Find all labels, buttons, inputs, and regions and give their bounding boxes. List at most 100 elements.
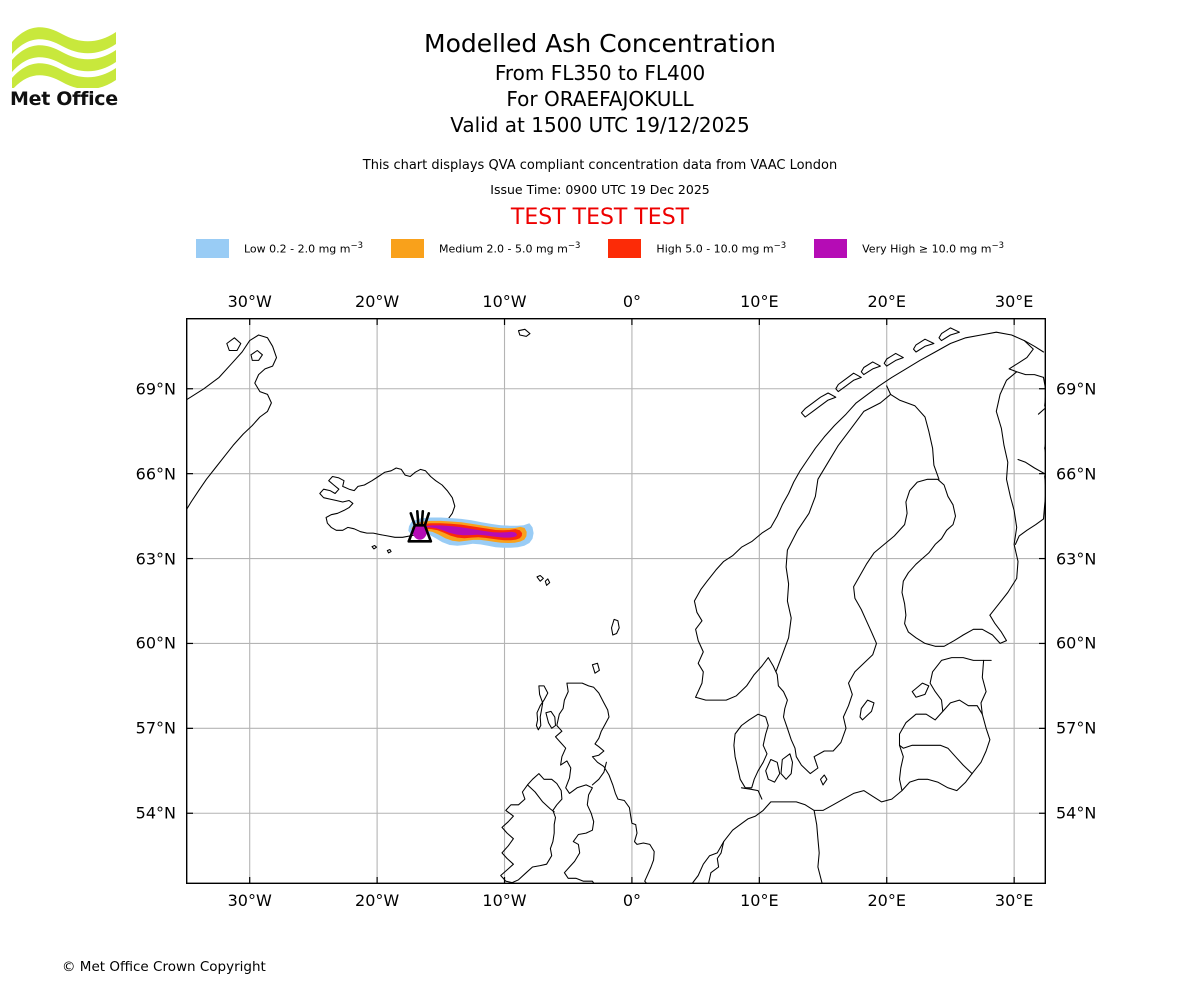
coastline-path <box>319 467 456 538</box>
coastline-path <box>1023 340 1045 353</box>
lon-tick-label-bottom: 20°E <box>867 891 906 910</box>
legend-high-unit-sup: −3 <box>773 241 787 252</box>
coastline-path <box>765 758 781 783</box>
lat-tick-label-left: 66°N <box>135 464 176 484</box>
coastline-path <box>226 337 242 352</box>
title-volcano-name: For ORAEFAJOKULL <box>506 87 694 111</box>
plume-band-very-high <box>417 525 517 538</box>
coastline-path <box>536 574 544 582</box>
coastline-path <box>898 744 973 775</box>
lon-tick-label-bottom: 30°W <box>227 891 272 910</box>
met-office-waves-icon <box>12 27 116 90</box>
title-valid-time: Valid at 1500 UTC 19/12/2025 <box>450 113 750 137</box>
map-frame-border <box>186 318 1046 884</box>
legend-swatch-low <box>195 239 229 258</box>
lat-tick-label-right: 66°N <box>1056 464 1097 484</box>
legend-label-high: High 5.0 - 10.0 mg m−3 <box>656 241 786 256</box>
coastline-path <box>740 787 763 800</box>
lon-tick-label-bottom: 20°W <box>355 891 400 910</box>
coastlines <box>186 327 1046 884</box>
coastline-path <box>989 371 1019 616</box>
legend-item-very-high: Very High ≥ 10.0 mg m−3 <box>814 239 1004 258</box>
coastline-path <box>517 328 531 337</box>
legend-swatch-high <box>608 239 642 258</box>
met-office-wordmark: Met Office <box>10 88 118 110</box>
coastline-path <box>912 338 935 353</box>
legend-item-medium: Medium 2.0 - 5.0 mg m−3 <box>391 239 580 258</box>
lon-tick-label-top: 10°E <box>740 292 779 311</box>
legend-medium-range: 2.0 - 5.0 <box>486 242 533 256</box>
coastline-path <box>610 618 620 636</box>
legend-medium-prefix: Medium <box>439 242 484 256</box>
legend-medium-unit-sup: −3 <box>567 241 581 252</box>
plume-source-blob <box>412 523 427 540</box>
coastline-path <box>860 361 881 376</box>
lat-tick-label-right: 60°N <box>1056 633 1097 653</box>
coastline-path <box>901 773 973 792</box>
legend-very-high-prefix: Very High <box>862 242 916 256</box>
lon-tick-label-top: 30°E <box>994 292 1034 311</box>
coastline-path <box>535 685 549 731</box>
legend-item-low: Low 0.2 - 2.0 mg m−3 <box>195 239 363 258</box>
qva-note: This chart displays QVA compliant concen… <box>362 158 838 173</box>
legend-item-high: High 5.0 - 10.0 mg m−3 <box>608 239 786 258</box>
coastline-path <box>186 334 278 511</box>
lon-tick-label-top: 10°W <box>482 292 527 311</box>
lat-tick-label-left: 63°N <box>135 549 176 569</box>
legend-very-high-unit-sup: −3 <box>991 241 1005 252</box>
coastline-path <box>386 548 392 554</box>
lat-tick-label-right: 57°N <box>1056 718 1097 738</box>
coastline-path <box>526 784 555 813</box>
legend-low-unit-sup: −3 <box>350 241 364 252</box>
legend-swatch-very-high <box>814 239 848 258</box>
coastline-path <box>1037 408 1046 415</box>
ash-concentration-map <box>186 318 1046 884</box>
coastline-path <box>693 331 1045 698</box>
lat-tick-label-left: 54°N <box>135 803 176 823</box>
legend-swatch-medium <box>391 239 425 258</box>
coastline-path <box>890 393 940 480</box>
page-title: Modelled Ash Concentration <box>424 29 776 58</box>
coastline-path <box>1017 458 1046 475</box>
coastline-path <box>554 682 655 884</box>
coastline-path <box>544 578 551 586</box>
legend-low-unit: mg m <box>318 242 351 256</box>
coastline-path <box>835 372 862 393</box>
met-office-logo: Met Office <box>10 22 118 114</box>
coastline-path <box>733 713 769 789</box>
chart-title-block: Modelled Ash Concentration From FL350 to… <box>0 28 1200 138</box>
coastline-path <box>591 662 600 674</box>
coastline-path <box>371 544 378 550</box>
legend-label-very-high: Very High ≥ 10.0 mg m−3 <box>862 241 1004 256</box>
lon-tick-label-top: 20°W <box>355 292 400 311</box>
coastline-path <box>1014 518 1045 545</box>
legend-label-low: Low 0.2 - 2.0 mg m−3 <box>244 241 363 256</box>
coastline-path <box>690 657 992 884</box>
lon-tick-label-bottom: 10°E <box>740 891 779 910</box>
coastline-path <box>500 773 563 884</box>
legend-high-unit: mg m <box>741 242 774 256</box>
chart-subtitle-block: This chart displays QVA compliant concen… <box>0 156 1200 232</box>
legend-very-high-range: ≥ 10.0 <box>918 242 957 256</box>
coastline-path <box>545 710 557 729</box>
ash-plume-contours <box>408 517 534 548</box>
legend-low-range: 0.2 - 2.0 <box>269 242 316 256</box>
lon-tick-label-bottom: 30°E <box>994 891 1034 910</box>
legend-low-prefix: Low <box>243 242 266 256</box>
coastline-path <box>775 385 892 673</box>
legend-medium-unit: mg m <box>535 242 568 256</box>
legend-label-medium: Medium 2.0 - 5.0 mg m−3 <box>439 241 580 256</box>
map-canvas <box>186 318 1046 884</box>
coastline-path <box>859 699 875 721</box>
coastline-path <box>780 753 794 780</box>
lat-tick-label-left: 60°N <box>135 633 176 653</box>
lon-tick-label-top: 30°W <box>227 292 272 311</box>
lon-tick-label-bottom: 0° <box>622 891 642 910</box>
title-flight-levels: From FL350 to FL400 <box>494 61 706 85</box>
coastline-path <box>911 682 930 698</box>
legend-high-prefix: High <box>656 242 682 256</box>
coastline-path <box>942 699 983 715</box>
concentration-legend: Low 0.2 - 2.0 mg m−3 Medium 2.0 - 5.0 mg… <box>0 239 1200 258</box>
lat-tick-label-left: 69°N <box>135 379 176 399</box>
coastline-path <box>883 352 904 367</box>
